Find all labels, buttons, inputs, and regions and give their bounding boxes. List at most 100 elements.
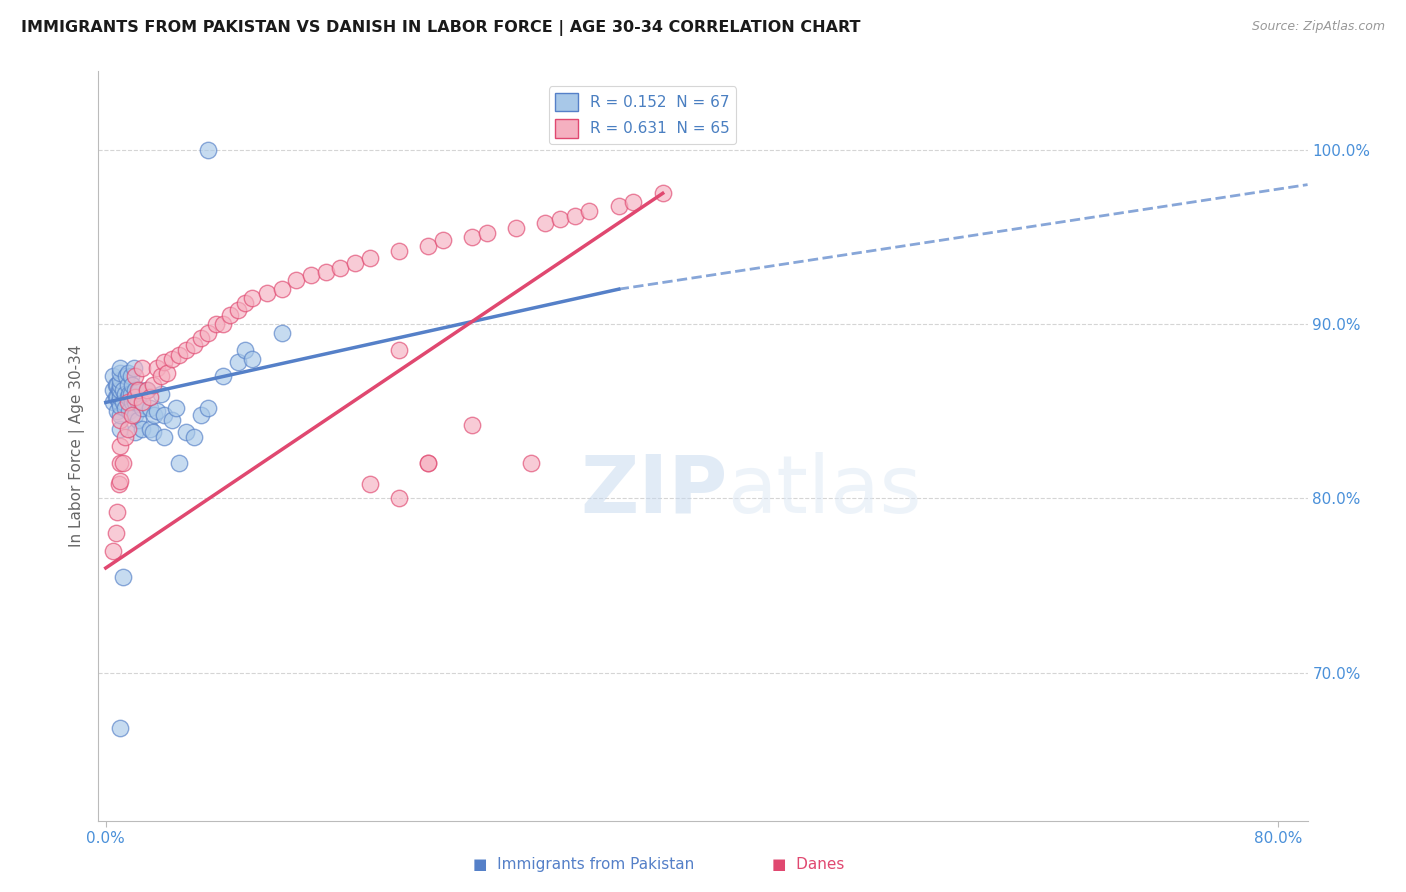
Text: atlas: atlas bbox=[727, 452, 921, 530]
Point bbox=[107, 505, 129, 519]
Text: Source: ZipAtlas.com: Source: ZipAtlas.com bbox=[1251, 20, 1385, 33]
Point bbox=[153, 408, 176, 422]
Point bbox=[127, 383, 149, 397]
Point bbox=[138, 421, 160, 435]
Point bbox=[233, 296, 256, 310]
Point bbox=[153, 430, 176, 444]
Point bbox=[117, 395, 139, 409]
Point bbox=[110, 390, 132, 404]
Point bbox=[143, 408, 166, 422]
Point bbox=[110, 457, 132, 471]
Point bbox=[115, 369, 138, 384]
Point bbox=[112, 395, 135, 409]
Point bbox=[190, 331, 212, 345]
Point bbox=[120, 369, 142, 384]
Point bbox=[118, 404, 141, 418]
Point bbox=[505, 221, 527, 235]
Point bbox=[146, 360, 169, 375]
Point bbox=[117, 378, 139, 392]
Point bbox=[121, 408, 143, 422]
Point bbox=[120, 386, 142, 401]
Point bbox=[121, 395, 143, 409]
Point bbox=[270, 282, 292, 296]
Point bbox=[388, 491, 411, 506]
Point bbox=[256, 285, 278, 300]
Point bbox=[226, 355, 249, 369]
Point bbox=[107, 390, 129, 404]
Point bbox=[520, 457, 543, 471]
Point bbox=[167, 348, 190, 362]
Point bbox=[121, 378, 143, 392]
Point bbox=[110, 399, 132, 413]
Point bbox=[124, 383, 146, 397]
Point bbox=[165, 401, 187, 415]
Point bbox=[110, 366, 132, 380]
Point bbox=[621, 195, 644, 210]
Point bbox=[138, 401, 160, 415]
Point bbox=[156, 366, 179, 380]
Point bbox=[110, 474, 132, 488]
Point bbox=[124, 408, 146, 422]
Point bbox=[204, 317, 226, 331]
Point bbox=[418, 457, 440, 471]
Point bbox=[197, 401, 219, 415]
Point bbox=[146, 404, 169, 418]
Point bbox=[117, 421, 139, 435]
Point bbox=[299, 268, 322, 283]
Point bbox=[108, 477, 131, 491]
Point bbox=[105, 390, 128, 404]
Point bbox=[150, 386, 173, 401]
Point bbox=[110, 408, 132, 422]
Point bbox=[359, 251, 381, 265]
Point bbox=[110, 421, 132, 435]
Point bbox=[578, 203, 600, 218]
Point bbox=[183, 338, 205, 352]
Point bbox=[240, 291, 263, 305]
Point bbox=[150, 369, 173, 384]
Point bbox=[110, 439, 132, 453]
Point bbox=[127, 395, 149, 409]
Point bbox=[118, 386, 141, 401]
Point bbox=[432, 233, 454, 247]
Point bbox=[124, 390, 146, 404]
Point bbox=[167, 457, 190, 471]
Legend: R = 0.152  N = 67, R = 0.631  N = 65: R = 0.152 N = 67, R = 0.631 N = 65 bbox=[548, 87, 737, 144]
Point bbox=[101, 369, 124, 384]
Point bbox=[142, 378, 165, 392]
Point bbox=[343, 256, 366, 270]
Point bbox=[131, 421, 153, 435]
Point bbox=[564, 209, 586, 223]
Text: ■  Immigrants from Pakistan: ■ Immigrants from Pakistan bbox=[472, 857, 695, 872]
Point bbox=[315, 265, 337, 279]
Point bbox=[160, 351, 183, 366]
Point bbox=[131, 401, 153, 415]
Point bbox=[240, 351, 263, 366]
Point bbox=[131, 360, 153, 375]
Point bbox=[110, 383, 132, 397]
Text: ZIP: ZIP bbox=[579, 452, 727, 530]
Point bbox=[110, 721, 132, 735]
Point bbox=[359, 477, 381, 491]
Point bbox=[110, 373, 132, 387]
Point bbox=[388, 244, 411, 258]
Point bbox=[107, 404, 129, 418]
Point bbox=[131, 395, 153, 409]
Point bbox=[607, 198, 630, 212]
Y-axis label: In Labor Force | Age 30-34: In Labor Force | Age 30-34 bbox=[69, 344, 84, 548]
Point bbox=[117, 366, 139, 380]
Point bbox=[112, 457, 135, 471]
Point bbox=[101, 543, 124, 558]
Point bbox=[110, 413, 132, 427]
Point bbox=[418, 457, 440, 471]
Point bbox=[117, 390, 139, 404]
Text: ■  Danes: ■ Danes bbox=[772, 857, 845, 872]
Point bbox=[110, 378, 132, 392]
Point bbox=[190, 408, 212, 422]
Point bbox=[110, 360, 132, 375]
Point bbox=[114, 386, 136, 401]
Point bbox=[114, 401, 136, 415]
Point bbox=[124, 369, 146, 384]
Point bbox=[475, 227, 498, 241]
Point bbox=[112, 570, 135, 584]
Point bbox=[197, 143, 219, 157]
